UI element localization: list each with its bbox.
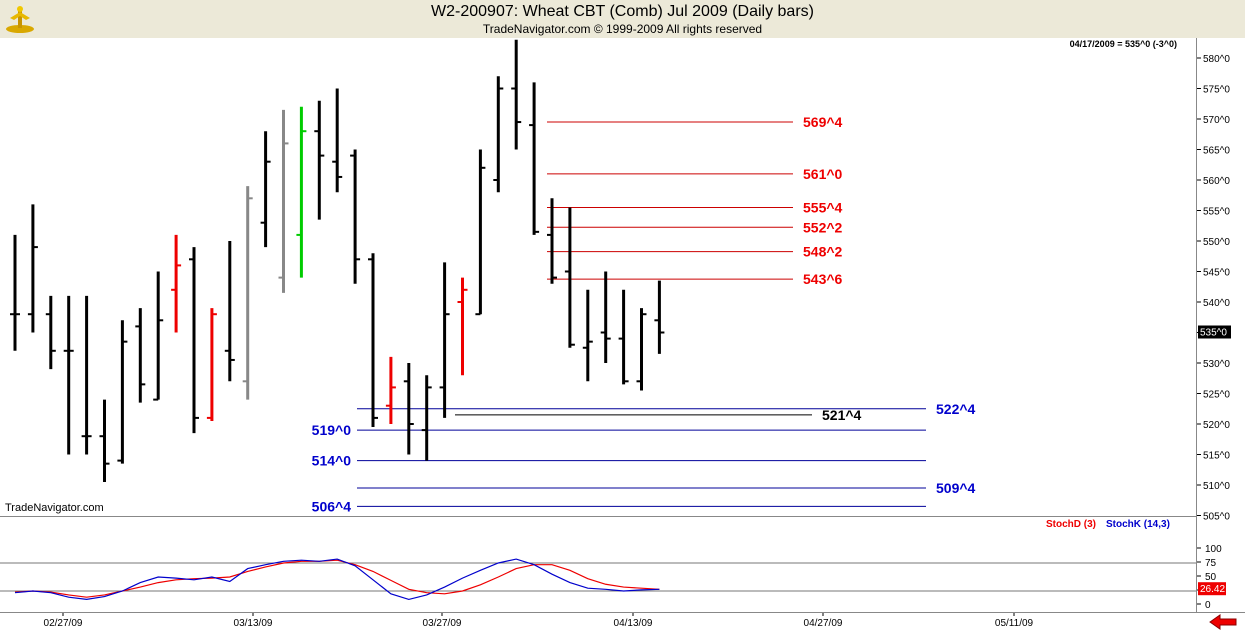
level-label: 506^4 bbox=[312, 498, 352, 514]
date-tick-label: 03/27/09 bbox=[423, 618, 462, 629]
date-tick-label: 05/11/09 bbox=[995, 618, 1034, 629]
price-tick-label: 570^0 bbox=[1203, 115, 1230, 126]
legend-stochk: StochK (14,3) bbox=[1106, 519, 1170, 530]
price-tick-label: 560^0 bbox=[1203, 176, 1230, 187]
legend-stochd: StochD (3) bbox=[1046, 519, 1096, 530]
price-chart[interactable]: 569^4 561^0 555^4 552^2 548^2 543^6 522^4 521^4… bbox=[0, 38, 1196, 516]
stochastic-chart[interactable]: StochD (3) StochK (14,3) bbox=[0, 517, 1196, 613]
price-tick-label: 565^0 bbox=[1203, 146, 1230, 157]
stoch-value-marker bbox=[1198, 582, 1226, 596]
stochk-line bbox=[14, 558, 660, 601]
stoch-tick-label: 100 bbox=[1205, 544, 1222, 555]
stoch-tick-label: 0 bbox=[1205, 600, 1211, 611]
price-tick-label: 555^0 bbox=[1203, 207, 1230, 218]
level-label: 521^4 bbox=[822, 407, 862, 423]
chart-subtitle: TradeNavigator.com © 1999-2009 All right… bbox=[482, 22, 763, 36]
trade-navigator-logo-icon bbox=[4, 4, 36, 34]
stochastic-panel[interactable]: StochD (3) StochK (14,3) bbox=[0, 516, 1196, 613]
date-tick-label: 02/27/09 bbox=[44, 618, 83, 629]
last-price-label: 535^0 bbox=[1200, 328, 1227, 339]
price-tick-label: 515^0 bbox=[1203, 451, 1230, 462]
last-quote-readout: 04/17/2009 = 535^0 (-3^0) bbox=[1069, 39, 1177, 49]
level-label: 548^2 bbox=[803, 244, 843, 260]
level-label: 522^4 bbox=[936, 401, 976, 417]
level-label: 555^4 bbox=[803, 199, 843, 215]
price-tick-label: 510^0 bbox=[1203, 481, 1230, 492]
price-tick-label: 525^0 bbox=[1203, 390, 1230, 401]
price-panel[interactable]: 569^4 561^0 555^4 552^2 548^2 543^6 522^4 521^4… bbox=[0, 38, 1196, 516]
level-label: 543^6 bbox=[803, 271, 843, 287]
level-label: 561^0 bbox=[803, 166, 843, 182]
level-label: 509^4 bbox=[936, 480, 976, 496]
scroll-left-arrow-icon[interactable] bbox=[1208, 614, 1238, 630]
stoch-tick-label: 75 bbox=[1205, 558, 1217, 569]
price-tick-label: 505^0 bbox=[1203, 512, 1230, 523]
watermark: TradeNavigator.com bbox=[5, 502, 104, 514]
level-label: 519^0 bbox=[312, 422, 352, 438]
price-axis[interactable]: 580^0 575^0 570^0 565^0 560^0 555^0 550^0 545^0… bbox=[1196, 38, 1245, 612]
level-label: 552^2 bbox=[803, 219, 843, 235]
price-tick-label: 575^0 bbox=[1203, 85, 1230, 96]
price-tick-label: 545^0 bbox=[1203, 268, 1230, 279]
price-tick-label: 540^0 bbox=[1203, 298, 1230, 309]
price-tick-label: 530^0 bbox=[1203, 359, 1230, 370]
date-tick-label: 04/27/09 bbox=[804, 618, 843, 629]
stoch-value-label: 26.42 bbox=[1200, 584, 1225, 595]
date-axis[interactable]: 02/27/09 03/13/09 03/27/09 04/13/09 04/27/09… bbox=[0, 612, 1245, 632]
level-label: 514^0 bbox=[312, 453, 352, 469]
chart-title: W2-200907: Wheat CBT (Comb) Jul 2009 (Da… bbox=[431, 3, 814, 20]
price-tick-label: 520^0 bbox=[1203, 420, 1230, 431]
price-tick-label: 550^0 bbox=[1203, 237, 1230, 248]
date-tick-label: 04/13/09 bbox=[614, 618, 653, 629]
last-price-marker bbox=[1198, 325, 1231, 339]
price-tick-label: 580^0 bbox=[1203, 54, 1230, 65]
stoch-tick-label: 50 bbox=[1205, 572, 1217, 583]
level-label: 569^4 bbox=[803, 114, 843, 130]
date-tick-label: 03/13/09 bbox=[234, 618, 273, 629]
